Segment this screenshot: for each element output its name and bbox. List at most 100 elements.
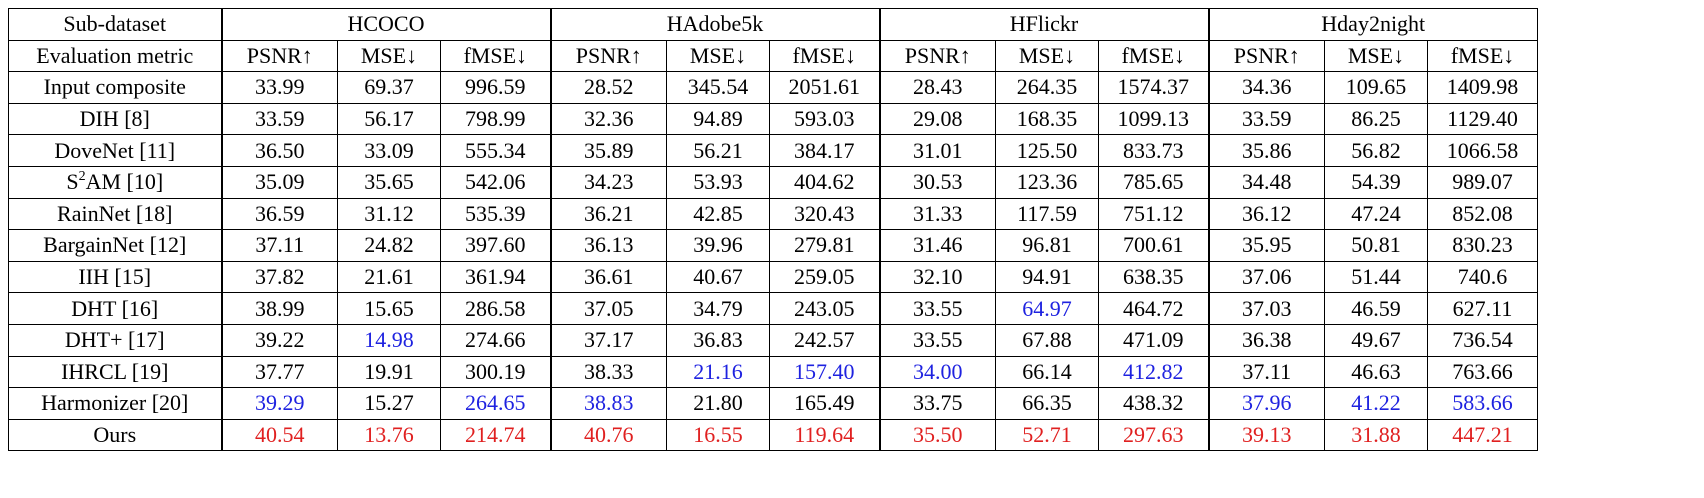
value-cell: 53.93 <box>666 165 770 199</box>
value-cell: 56.17 <box>337 102 441 136</box>
value-cell: 320.43 <box>769 197 880 231</box>
value-cell: 13.76 <box>337 418 441 452</box>
results-table: Sub-dataset HCOCO HAdobe5k HFlickr Hday2… <box>8 8 1538 452</box>
value-cell: 52.71 <box>995 418 1099 452</box>
method-name-cell: DHT+ [17] <box>8 323 223 357</box>
metric-header-psnr: PSNR↑ <box>549 39 667 73</box>
value-cell: 30.53 <box>878 165 996 199</box>
method-name: Input composite <box>43 74 186 100</box>
value-cell: 33.55 <box>878 323 996 357</box>
value-cell: 35.50 <box>878 418 996 452</box>
value-cell: 40.54 <box>220 418 338 452</box>
value-cell: 830.23 <box>1427 229 1538 262</box>
value-cell: 31.33 <box>878 197 996 231</box>
value-cell: 39.13 <box>1207 418 1325 452</box>
value-cell: 345.54 <box>666 71 770 104</box>
value-cell: 49.67 <box>1324 323 1428 357</box>
value-cell: 833.73 <box>1098 134 1209 167</box>
method-name-cell: DIH [8] <box>8 102 223 136</box>
value-cell: 39.96 <box>666 229 770 262</box>
value-cell: 243.05 <box>769 292 880 325</box>
value-cell: 763.66 <box>1427 355 1538 389</box>
value-cell: 39.22 <box>220 323 338 357</box>
dataset-header-hcoco: HCOCO <box>220 8 551 41</box>
method-name-cell: Input composite <box>8 71 223 104</box>
value-cell: 64.97 <box>995 292 1099 325</box>
method-name: IHRCL [19] <box>61 358 169 384</box>
dataset-header-hadobe5k: HAdobe5k <box>549 8 880 41</box>
metric-header-psnr: PSNR↑ <box>220 39 338 73</box>
value-cell: 67.88 <box>995 323 1099 357</box>
value-cell: 56.82 <box>1324 134 1428 167</box>
value-cell: 31.46 <box>878 229 996 262</box>
value-cell: 39.29 <box>220 387 338 420</box>
value-cell: 56.21 <box>666 134 770 167</box>
metric-header-fmse: fMSE↓ <box>440 39 551 73</box>
value-cell: 40.76 <box>549 418 667 452</box>
value-cell: 31.12 <box>337 197 441 231</box>
value-cell: 36.21 <box>549 197 667 231</box>
value-cell: 28.52 <box>549 71 667 104</box>
value-cell: 35.09 <box>220 165 338 199</box>
value-cell: 438.32 <box>1098 387 1209 420</box>
value-cell: 69.37 <box>337 71 441 104</box>
value-cell: 19.91 <box>337 355 441 389</box>
value-cell: 264.35 <box>995 71 1099 104</box>
dataset-header-hday2night: Hday2night <box>1207 8 1538 41</box>
value-cell: 94.89 <box>666 102 770 136</box>
value-cell: 33.59 <box>1207 102 1325 136</box>
value-cell: 989.07 <box>1427 165 1538 199</box>
value-cell: 35.65 <box>337 165 441 199</box>
value-cell: 28.43 <box>878 71 996 104</box>
value-cell: 259.05 <box>769 260 880 294</box>
metric-header-mse: MSE↓ <box>1324 39 1428 73</box>
metric-header-row: Evaluation metric PSNR↑ MSE↓ fMSE↓ PSNR↑… <box>8 39 1538 73</box>
method-name: RainNet [18] <box>57 200 173 226</box>
value-cell: 1574.37 <box>1098 71 1209 104</box>
value-cell: 700.61 <box>1098 229 1209 262</box>
value-cell: 361.94 <box>440 260 551 294</box>
value-cell: 37.06 <box>1207 260 1325 294</box>
metric-header-fmse: fMSE↓ <box>1427 39 1538 73</box>
method-name: BargainNet [12] <box>43 232 187 258</box>
value-cell: 447.21 <box>1427 418 1538 452</box>
dataset-header-row: Sub-dataset HCOCO HAdobe5k HFlickr Hday2… <box>8 8 1538 41</box>
value-cell: 1099.13 <box>1098 102 1209 136</box>
method-name: IIH [15] <box>78 264 152 290</box>
value-cell: 37.96 <box>1207 387 1325 420</box>
value-cell: 751.12 <box>1098 197 1209 231</box>
value-cell: 35.89 <box>549 134 667 167</box>
metric-header-fmse: fMSE↓ <box>769 39 880 73</box>
value-cell: 125.50 <box>995 134 1099 167</box>
value-cell: 535.39 <box>440 197 551 231</box>
value-cell: 740.6 <box>1427 260 1538 294</box>
value-cell: 36.83 <box>666 323 770 357</box>
value-cell: 33.59 <box>220 102 338 136</box>
method-name: DHT [16] <box>71 295 159 321</box>
metric-header-psnr: PSNR↑ <box>878 39 996 73</box>
value-cell: 35.86 <box>1207 134 1325 167</box>
value-cell: 21.16 <box>666 355 770 389</box>
value-cell: 412.82 <box>1098 355 1209 389</box>
method-name: DIH [8] <box>79 106 150 132</box>
value-cell: 555.34 <box>440 134 551 167</box>
table-row: DoveNet [11] 36.50 33.09 555.34 35.89 56.21 38… <box>8 134 1538 167</box>
table-row: DHT [16] 38.99 15.65 286.58 37.05 34.79 243.05… <box>8 292 1538 325</box>
value-cell: 286.58 <box>440 292 551 325</box>
method-name-superscript: 2 <box>78 169 86 185</box>
value-cell: 404.62 <box>769 165 880 199</box>
value-cell: 37.77 <box>220 355 338 389</box>
value-cell: 165.49 <box>769 387 880 420</box>
value-cell: 32.36 <box>549 102 667 136</box>
value-cell: 542.06 <box>440 165 551 199</box>
value-cell: 29.08 <box>878 102 996 136</box>
evaluation-metric-header: Evaluation metric <box>8 39 223 73</box>
value-cell: 37.82 <box>220 260 338 294</box>
value-cell: 384.17 <box>769 134 880 167</box>
value-cell: 96.81 <box>995 229 1099 262</box>
value-cell: 33.99 <box>220 71 338 104</box>
metric-header-mse: MSE↓ <box>666 39 770 73</box>
table-row: IHRCL [19] 37.77 19.91 300.19 38.33 21.16 157.… <box>8 355 1538 389</box>
method-name-cell: BargainNet [12] <box>8 229 223 262</box>
value-cell: 117.59 <box>995 197 1099 231</box>
